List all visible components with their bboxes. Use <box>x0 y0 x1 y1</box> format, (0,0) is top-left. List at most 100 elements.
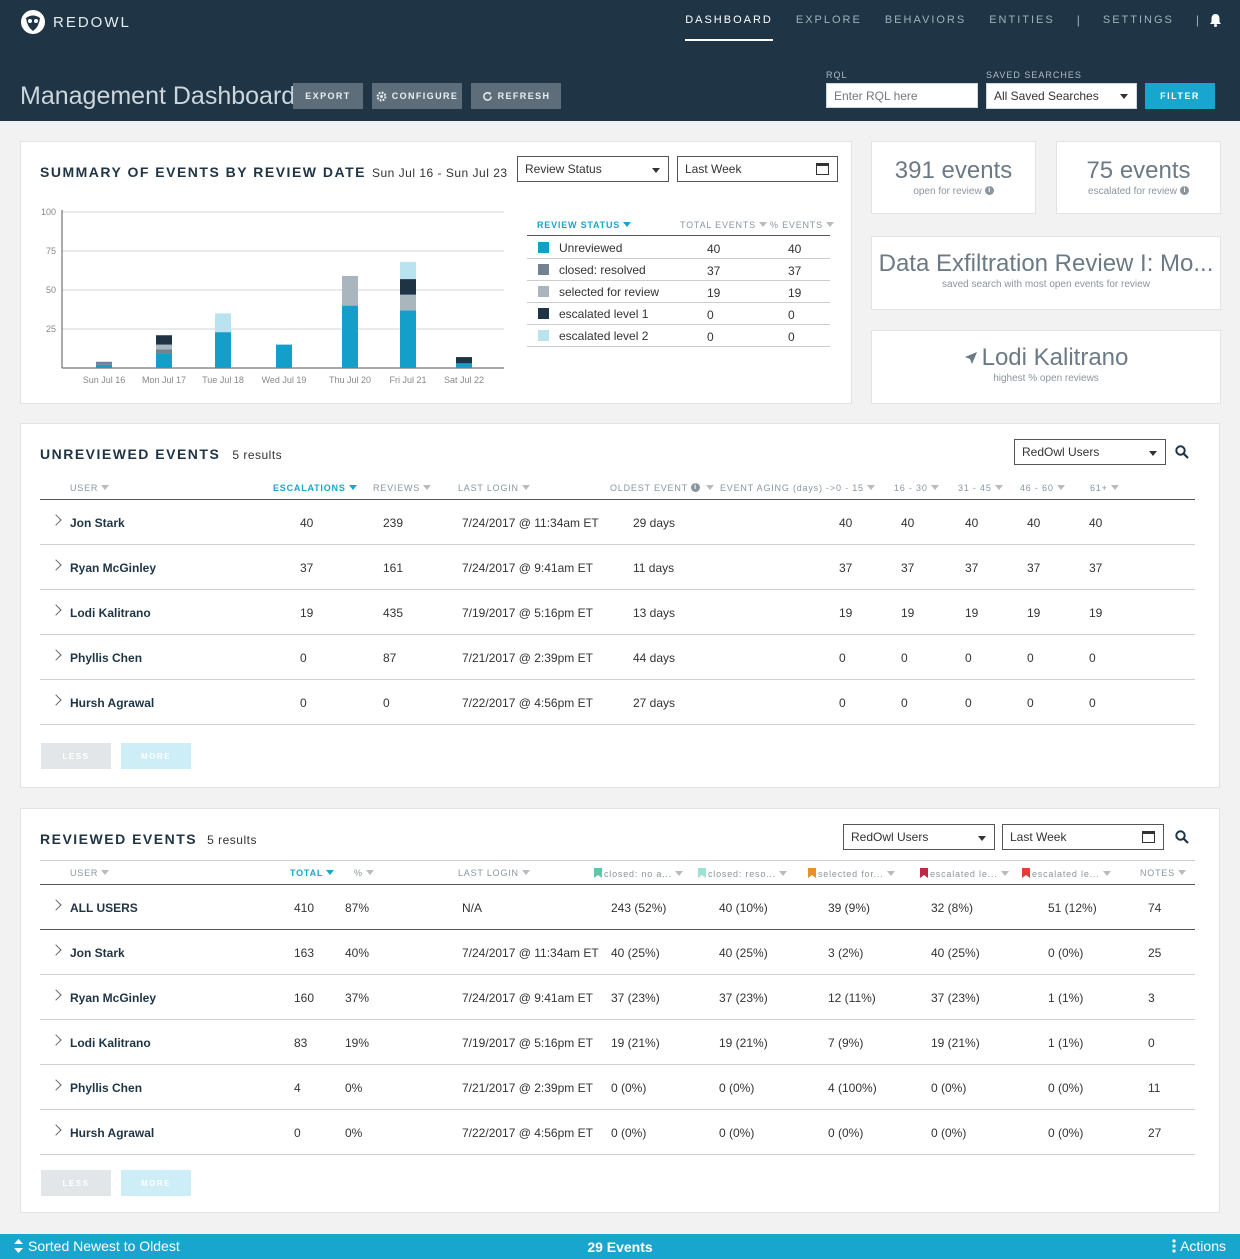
chevron-right-icon[interactable] <box>50 989 62 1001</box>
reviewed-more-button[interactable]: MORE <box>121 1170 191 1196</box>
unreviewed-header-aging-61plus[interactable]: 61+ <box>1090 483 1119 493</box>
search-icon[interactable] <box>1175 445 1189 459</box>
chevron-right-icon[interactable] <box>50 604 62 616</box>
legend-header-total[interactable]: TOTAL EVENTS <box>680 220 767 230</box>
refresh-button[interactable]: REFRESH <box>471 83 561 109</box>
chevron-right-icon[interactable] <box>50 1079 62 1091</box>
legend-total: 37 <box>707 264 721 278</box>
table-row[interactable]: Phyllis Chen 0 87 7/21/2017 @ 2:39pm ET 44 d… <box>40 635 1195 680</box>
table-row[interactable]: Phyllis Chen 4 0% 7/21/2017 @ 2:39pm ET 0 (0… <box>40 1065 1195 1110</box>
table-row[interactable]: Jon Stark 163 40% 7/24/2017 @ 11:34am ET 40 … <box>40 930 1195 975</box>
user-name[interactable]: Hursh Agrawal <box>70 696 155 710</box>
rql-input[interactable]: Enter RQL here <box>826 83 978 108</box>
reviewed-header-closed-resolved[interactable]: closed: reso... <box>698 868 788 879</box>
user-name[interactable]: Ryan McGinley <box>70 991 157 1005</box>
escalated-events-card[interactable]: 75 events escalated for review i <box>1056 141 1221 214</box>
unreviewed-header-aging-46-60[interactable]: 46 - 60 <box>1020 483 1065 493</box>
legend-row[interactable]: selected for review 19 19 <box>527 281 830 303</box>
unreviewed-header-label: OLDEST EVENT <box>610 483 688 493</box>
unreviewed-header-user[interactable]: USER <box>70 483 110 493</box>
table-row[interactable]: ALL USERS 410 87% N/A 243 (52%) 40 (10%) 39 (9… <box>40 885 1195 930</box>
reviewed-header-user[interactable]: USER <box>70 868 110 878</box>
user-name[interactable]: Phyllis Chen <box>70 1081 143 1095</box>
unreviewed-header-aging-16-30[interactable]: 16 - 30 <box>894 483 939 493</box>
table-row[interactable]: Hursh Agrawal 0 0% 7/22/2017 @ 4:56pm ET 0 (… <box>40 1110 1195 1155</box>
table-row[interactable]: Ryan McGinley 37 161 7/24/2017 @ 9:41am ET 1… <box>40 545 1195 590</box>
user-name[interactable]: Jon Stark <box>70 946 125 960</box>
top-saved-search-card[interactable]: Data Exfiltration Review I: Mo... saved … <box>871 236 1221 310</box>
legend-row[interactable]: Unreviewed 40 40 <box>527 237 830 259</box>
reviewed-header-escalated-level-1[interactable]: escalated le... <box>920 868 1009 879</box>
chevron-right-icon[interactable] <box>50 899 62 911</box>
reviewed-header-notes[interactable]: NOTES <box>1140 868 1187 878</box>
table-row[interactable]: Lodi Kalitrano 19 435 7/19/2017 @ 5:16pm ET… <box>40 590 1195 635</box>
saved-searches-select[interactable]: All Saved Searches <box>986 83 1137 109</box>
user-name[interactable]: Hursh Agrawal <box>70 1126 155 1140</box>
info-icon[interactable]: i <box>1179 186 1189 195</box>
reviewed-header-total[interactable]: TOTAL <box>290 868 335 878</box>
unreviewed-title: UNREVIEWED EVENTS 5 results <box>40 446 282 462</box>
user-name[interactable]: Ryan McGinley <box>70 561 157 575</box>
user-name[interactable]: Phyllis Chen <box>70 651 143 665</box>
table-row[interactable]: Hursh Agrawal 0 0 7/22/2017 @ 4:56pm ET 27 d… <box>40 680 1195 725</box>
unreviewed-header-aging-0-15[interactable]: 0 - 15 <box>836 483 875 493</box>
info-icon[interactable]: i <box>984 186 994 195</box>
chevron-right-icon[interactable] <box>50 1124 62 1136</box>
cell-c1: 40 (25%) <box>611 946 660 960</box>
table-row[interactable]: Jon Stark 40 239 7/24/2017 @ 11:34am ET 29 d… <box>40 500 1195 545</box>
unreviewed-header-escalations[interactable]: ESCALATIONS <box>273 483 357 493</box>
chevron-right-icon[interactable] <box>50 1034 62 1046</box>
legend-header-status[interactable]: REVIEW STATUS <box>537 220 632 230</box>
unreviewed-header-aging-31-45[interactable]: 31 - 45 <box>958 483 1003 493</box>
filter-button[interactable]: FILTER <box>1145 83 1215 109</box>
reviewed-header-closed-no-action[interactable]: closed: no a... <box>594 868 684 879</box>
chevron-right-icon[interactable] <box>50 559 62 571</box>
legend-row[interactable]: escalated level 1 0 0 <box>527 303 830 325</box>
nav-explore[interactable]: EXPLORE <box>795 14 862 26</box>
user-name[interactable]: Lodi Kalitrano <box>70 1036 151 1050</box>
legend-row[interactable]: closed: resolved 37 37 <box>527 259 830 281</box>
open-events-card[interactable]: 391 events open for review i <box>871 141 1036 214</box>
user-name[interactable]: Jon Stark <box>70 516 125 530</box>
legend-row[interactable]: escalated level 2 0 0 <box>527 325 830 347</box>
user-name[interactable]: Lodi Kalitrano <box>70 606 151 620</box>
nav-entities[interactable]: ENTITIES <box>989 14 1055 26</box>
cell-login: 7/22/2017 @ 4:56pm ET <box>462 696 593 710</box>
reviewed-header-selected-for-review[interactable]: selected for... <box>808 868 895 879</box>
nav-settings[interactable]: SETTINGS <box>1102 14 1174 26</box>
user-name[interactable]: ALL USERS <box>70 901 138 915</box>
chevron-right-icon[interactable] <box>50 649 62 661</box>
reviewed-users-dropdown[interactable]: RedOwl Users <box>843 824 995 850</box>
bell-icon[interactable] <box>1209 13 1222 27</box>
logo[interactable]: REDOWL <box>20 9 131 35</box>
review-status-dropdown[interactable]: Review Status <box>517 156 669 182</box>
chevron-right-icon[interactable] <box>50 514 62 526</box>
actions-menu[interactable]: Actions <box>1172 1238 1226 1254</box>
reviewed-header-percent[interactable]: % <box>354 868 374 878</box>
reviewed-header-last-login[interactable]: LAST LOGIN <box>458 868 530 878</box>
period-dropdown[interactable]: Last Week <box>677 156 838 182</box>
unreviewed-header-last-login[interactable]: LAST LOGIN <box>458 483 530 493</box>
unreviewed-users-dropdown[interactable]: RedOwl Users <box>1014 439 1166 465</box>
sort-control[interactable]: Sorted Newest to Oldest <box>14 1238 180 1254</box>
unreviewed-more-button[interactable]: MORE <box>121 743 191 769</box>
chevron-right-icon[interactable] <box>50 694 62 706</box>
legend-header-pct[interactable]: % EVENTS <box>770 220 834 230</box>
configure-button[interactable]: CONFIGURE <box>372 83 462 109</box>
unreviewed-header-reviews[interactable]: REVIEWS <box>373 483 432 493</box>
reviewed-less-button[interactable]: LESS <box>41 1170 111 1196</box>
reviewed-period-dropdown[interactable]: Last Week <box>1002 824 1164 850</box>
nav-dashboard[interactable]: DASHBOARD <box>685 14 773 41</box>
export-button[interactable]: EXPORT <box>293 83 363 109</box>
unreviewed-header-oldest-event[interactable]: OLDEST EVENT i <box>610 483 714 493</box>
cell-oldest: 13 days <box>633 606 676 620</box>
table-row[interactable]: Ryan McGinley 160 37% 7/24/2017 @ 9:41am ET… <box>40 975 1195 1020</box>
search-icon[interactable] <box>1175 830 1189 844</box>
chevron-right-icon[interactable] <box>50 944 62 956</box>
unreviewed-less-button[interactable]: LESS <box>41 743 111 769</box>
info-icon[interactable]: i <box>690 483 700 492</box>
top-user-card[interactable]: Lodi Kalitrano highest % open reviews <box>871 330 1221 404</box>
nav-behaviors[interactable]: BEHAVIORS <box>884 14 967 26</box>
table-row[interactable]: Lodi Kalitrano 83 19% 7/19/2017 @ 5:16pm ET… <box>40 1020 1195 1065</box>
reviewed-header-escalated-level-2[interactable]: escalated le... <box>1022 868 1111 879</box>
